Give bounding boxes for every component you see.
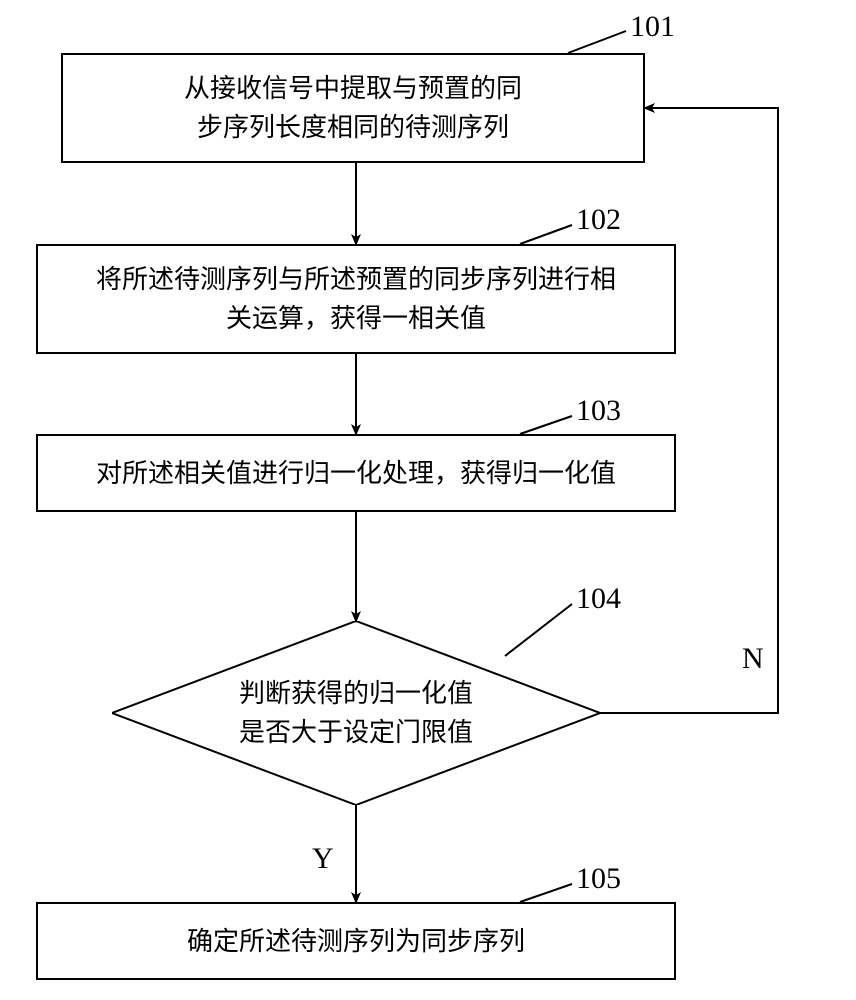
decision-104-diamond: 判断获得的归一化值 是否大于设定门限值 — [112, 621, 600, 805]
step-101-box: 从接收信号中提取与预置的同 步序列长度相同的待测序列 — [61, 53, 645, 163]
step-102-box: 将所述待测序列与所述预置的同步序列进行相 关运算，获得一相关值 — [36, 244, 676, 354]
step-102-line1: 将所述待测序列与所述预置的同步序列进行相 — [96, 265, 616, 294]
step-105-label: 105 — [576, 862, 621, 896]
step-103-label: 103 — [576, 394, 621, 428]
step-101-line2: 步序列长度相同的待测序列 — [197, 113, 509, 142]
step-101-label: 101 — [630, 10, 675, 44]
flowchart-canvas: 从接收信号中提取与预置的同 步序列长度相同的待测序列 101 将所述待测序列与所… — [0, 0, 856, 1000]
step-102-line2: 关运算，获得一相关值 — [226, 304, 486, 333]
step-105-box: 确定所述待测序列为同步序列 — [36, 902, 676, 980]
step-103-line1: 对所述相关值进行归一化处理，获得归一化值 — [96, 459, 616, 488]
decision-104-line1: 判断获得的归一化值 — [239, 679, 473, 708]
decision-104-line2: 是否大于设定门限值 — [239, 718, 473, 747]
branch-yes-label: Y — [312, 842, 334, 876]
step-105-line1: 确定所述待测序列为同步序列 — [187, 927, 525, 956]
branch-no-label: N — [742, 642, 764, 676]
decision-104-label: 104 — [576, 582, 621, 616]
step-103-box: 对所述相关值进行归一化处理，获得归一化值 — [36, 434, 676, 512]
step-102-label: 102 — [576, 203, 621, 237]
step-101-line1: 从接收信号中提取与预置的同 — [184, 74, 522, 103]
